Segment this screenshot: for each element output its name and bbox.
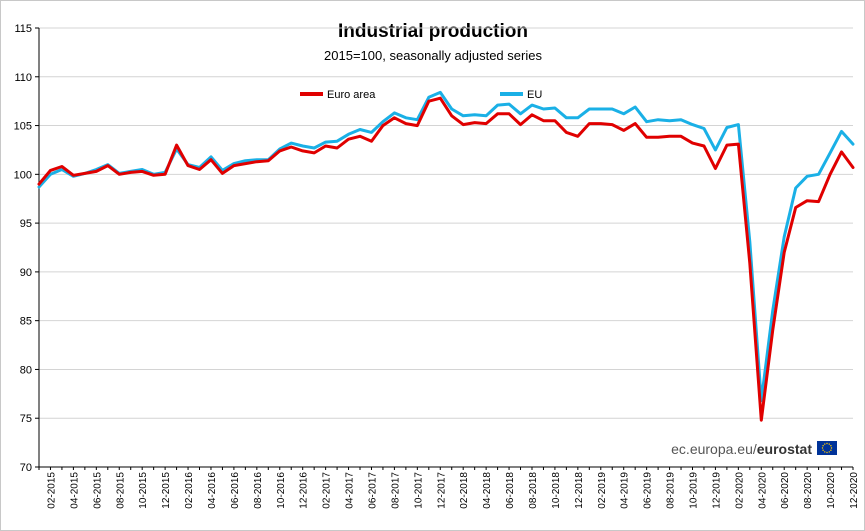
x-tick-label: 12-2017 (436, 472, 447, 509)
y-tick-label: 105 (14, 121, 32, 133)
y-tick-label: 75 (20, 413, 32, 425)
series-line-euro-area (37, 96, 855, 422)
x-tick-label: 08-2020 (803, 472, 814, 509)
axes (35, 27, 854, 470)
x-tick-label: 04-2019 (620, 472, 631, 509)
chart-subtitle: 2015=100, seasonally adjusted series (324, 48, 542, 63)
x-tick-label: 06-2016 (230, 472, 241, 509)
x-tick-label: 02-2017 (322, 472, 333, 509)
legend: Euro area EU (300, 89, 542, 101)
branding-text: ec.europa.eu/eurostat (671, 441, 812, 457)
x-tick-label: 04-2015 (69, 472, 80, 509)
y-tick-label: 100 (14, 169, 32, 181)
eurostat-branding: ec.europa.eu/eurostat (671, 441, 837, 457)
x-tick-label: 12-2016 (299, 472, 310, 509)
x-tick-label: 02-2016 (184, 472, 195, 509)
x-tick-label: 04-2020 (757, 472, 768, 509)
legend-label-eu: EU (527, 89, 542, 101)
x-tick-label: 10-2017 (413, 472, 424, 509)
y-tick-labels: 70 75 80 85 90 95 100 105 110 115 (14, 23, 32, 474)
x-tick-label: 04-2018 (482, 472, 493, 509)
x-tick-labels: 02-2015 04-2015 06-2015 08-2015 10-2015 12-20… (46, 472, 860, 509)
y-tick-label: 115 (14, 23, 32, 35)
series-line-eu (37, 90, 855, 403)
x-tick-label: 02-2015 (46, 472, 57, 509)
x-tick-label: 12-2020 (849, 472, 860, 509)
x-tick-label: 12-2015 (161, 472, 172, 509)
x-tick-label: 06-2017 (367, 472, 378, 509)
x-tick-label: 12-2018 (574, 472, 585, 509)
x-tick-label: 10-2019 (688, 472, 699, 509)
x-tick-label: 02-2019 (597, 472, 608, 509)
legend-label-euro-area: Euro area (327, 89, 376, 101)
y-tick-label: 90 (20, 267, 32, 279)
x-tick-label: 06-2019 (643, 472, 654, 509)
x-tick-label: 06-2015 (92, 472, 103, 509)
x-tick-label: 04-2016 (207, 472, 218, 509)
x-tick-label: 08-2017 (390, 472, 401, 509)
y-tick-label: 80 (20, 364, 32, 376)
y-tick-label: 110 (14, 72, 32, 84)
x-tick-label: 02-2018 (459, 472, 470, 509)
x-tick-label: 08-2015 (115, 472, 126, 509)
x-tick-label: 02-2020 (734, 472, 745, 509)
x-tick-label: 10-2020 (826, 472, 837, 509)
x-tick-label: 08-2019 (666, 472, 677, 509)
eu-flag-icon (817, 441, 837, 455)
x-tick-label: 10-2018 (551, 472, 562, 509)
series-lines (37, 90, 855, 422)
x-tick-label: 06-2020 (780, 472, 791, 509)
branding-name: eurostat (757, 441, 813, 457)
chart-title: Industrial production (338, 21, 528, 42)
x-tick-label: 04-2017 (345, 472, 356, 509)
grid-lines (39, 27, 853, 419)
x-tick-label: 10-2016 (276, 472, 287, 509)
x-tick-label: 08-2016 (253, 472, 264, 509)
x-tick-label: 12-2019 (711, 472, 722, 509)
y-tick-label: 70 (20, 462, 32, 474)
x-tick-label: 08-2018 (528, 472, 539, 509)
x-tick-label: 06-2018 (505, 472, 516, 509)
branding-site: ec.europa.eu/ (671, 441, 757, 457)
y-tick-label: 85 (20, 316, 32, 328)
x-tick-label: 10-2015 (138, 472, 149, 509)
y-tick-label: 95 (20, 218, 32, 230)
